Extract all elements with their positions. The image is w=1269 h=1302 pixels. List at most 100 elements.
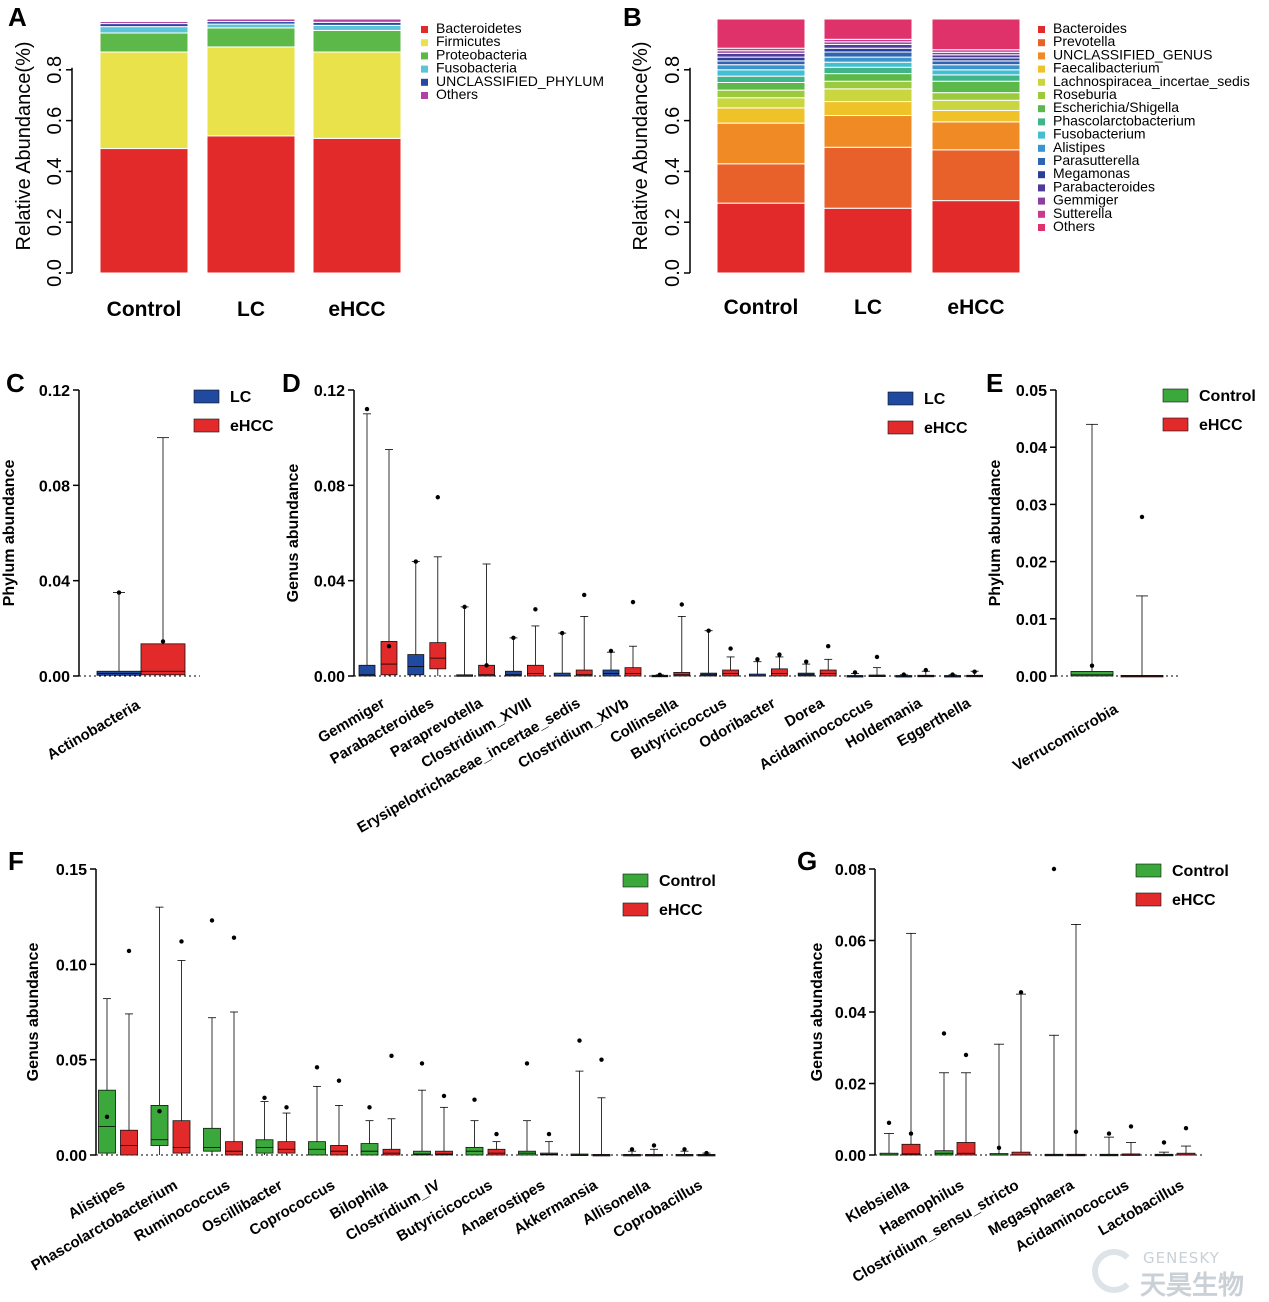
mean-marker-F [179, 939, 184, 944]
bar-segment-B [716, 75, 806, 84]
bar-segment-A [312, 18, 402, 23]
mean-marker-F [314, 1065, 320, 1070]
mean-marker-E [1089, 663, 1095, 668]
box-F [360, 1143, 379, 1156]
bar-segment-B [931, 80, 1021, 94]
mean-marker-F [104, 1114, 110, 1120]
box-D [819, 669, 837, 677]
y-tick-label-D: 0.04 [314, 574, 345, 591]
y-tick-label-G: 0.00 [835, 1148, 866, 1165]
panel-label-A: A [8, 2, 27, 32]
mean-marker-D [804, 659, 809, 664]
box-D [722, 669, 739, 677]
box-F [225, 1141, 243, 1156]
bar-segment-B [931, 121, 1021, 151]
mean-marker-D [901, 672, 906, 677]
x-tick-label-A: eHCC [328, 298, 385, 321]
y-tick-label-E: 0.04 [1016, 440, 1047, 457]
legend-swatch-A [421, 65, 428, 73]
box-C [140, 643, 186, 676]
box-F [487, 1148, 506, 1156]
y-tick-label-D: 0.12 [314, 383, 345, 400]
y-tick-label-B: 0.0 [662, 259, 684, 287]
mean-marker-G [1183, 1125, 1189, 1131]
y-tick-label-A: 0.8 [44, 56, 66, 84]
y-tick-label-C: 0.12 [39, 383, 70, 400]
mean-marker-G [996, 1145, 1002, 1151]
mean-marker-G [941, 1031, 947, 1036]
y-tick-label-D: 0.08 [314, 478, 345, 495]
mean-marker-C [160, 639, 166, 644]
legend-swatch-G [1135, 892, 1162, 907]
x-tick-label-A: Control [107, 298, 182, 321]
legend-swatch-B [1038, 158, 1045, 165]
mean-marker-D [484, 663, 489, 668]
y-axis-label-G: Genus abundance [809, 943, 826, 1082]
bar-segment-B [823, 43, 913, 49]
x-tick-label-C: Actinobacteria [44, 696, 143, 763]
mean-marker-F [367, 1105, 372, 1110]
mean-marker-D [560, 630, 565, 636]
legend-swatch-B [1038, 52, 1045, 60]
legend-label-E: Control [1199, 388, 1256, 405]
legend-swatch-B [1038, 118, 1045, 126]
legend-label-A: Firmicutes [436, 33, 501, 49]
legend-label-B: Sutterella [1053, 205, 1112, 221]
mean-marker-E [1139, 514, 1145, 520]
legend-label-G: eHCC [1172, 892, 1216, 909]
y-tick-label-A: 0.2 [44, 208, 66, 236]
mean-marker-F [599, 1057, 604, 1062]
y-tick-label-E: 0.00 [1016, 669, 1047, 686]
box-G [1011, 1151, 1031, 1156]
mean-marker-F [231, 935, 237, 940]
y-axis-label-D: Genus abundance [285, 464, 302, 603]
y-axis-label-B: Relative Abundance(%) [630, 41, 652, 250]
box-F [308, 1141, 326, 1156]
legend-swatch-A [421, 92, 428, 99]
legend-swatch-A [421, 52, 428, 60]
box-D [504, 670, 522, 677]
mean-marker-D [972, 669, 977, 674]
mean-marker-G [1161, 1140, 1167, 1145]
box-D [575, 669, 593, 677]
box-D [553, 672, 571, 677]
y-axis-label-C: Phylum abundance [1, 460, 18, 607]
box-D [673, 672, 691, 677]
legend-label-F: Control [659, 873, 716, 890]
mean-marker-F [441, 1093, 447, 1099]
bar-segment-B [931, 149, 1021, 202]
mean-marker-F [524, 1061, 530, 1066]
legend-label-A: Bacteroidetes [436, 20, 522, 36]
legend-swatch-B [1038, 184, 1045, 192]
mean-marker-D [511, 635, 516, 641]
x-tick-label-A: LC [237, 298, 265, 321]
mean-marker-G [908, 1131, 914, 1136]
bar-segment-A [206, 27, 296, 48]
bar-segment-B [931, 200, 1021, 274]
mean-marker-F [682, 1147, 687, 1152]
legend-label-B: UNCLASSIFIED_GENUS [1053, 46, 1212, 62]
bar-segment-A [206, 23, 296, 29]
bar-segment-B [716, 60, 806, 66]
y-axis-label-A: Relative Abundance(%) [13, 41, 35, 250]
legend-swatch-B [1038, 105, 1045, 113]
legend-label-B: Fusobacterium [1053, 126, 1146, 142]
legend-label-E: eHCC [1199, 417, 1243, 434]
legend-label-B: Lachnospiracea_incertae_sedis [1053, 73, 1250, 89]
bar-segment-B [823, 101, 913, 117]
watermark-en: GENESKY [1143, 1249, 1220, 1267]
box-D [527, 664, 544, 677]
legend-swatch-C [193, 418, 220, 433]
bar-segment-B [716, 82, 806, 91]
mean-marker-C [116, 590, 122, 595]
mean-marker-F [546, 1131, 552, 1137]
legend-swatch-E [1162, 417, 1189, 432]
mean-marker-G [1128, 1124, 1134, 1129]
y-tick-label-C: 0.08 [39, 478, 70, 495]
bar-segment-B [823, 80, 913, 90]
legend-swatch-E [1162, 388, 1189, 403]
mean-marker-D [826, 644, 831, 649]
bar-segment-B [823, 146, 913, 209]
mean-marker-D [630, 599, 636, 605]
x-tick-label-B: eHCC [947, 296, 1004, 319]
